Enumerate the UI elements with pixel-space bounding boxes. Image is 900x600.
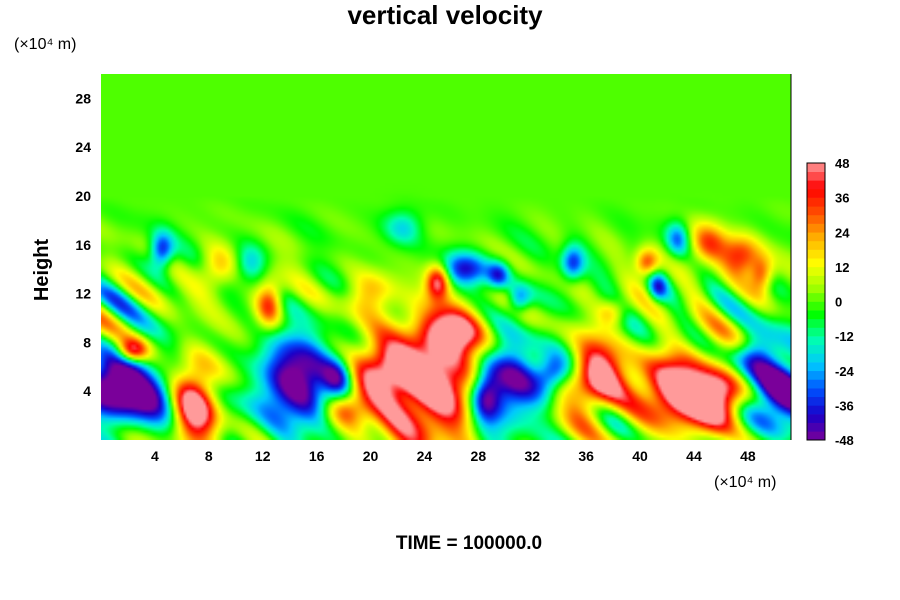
colorbar-band bbox=[807, 163, 825, 172]
colorbar-tick-label: -36 bbox=[835, 398, 854, 413]
colorbar-band bbox=[807, 266, 825, 276]
x-unit-label: (×10⁴ m) bbox=[714, 474, 776, 491]
colorbar-band bbox=[807, 318, 825, 328]
x-tick-label: 36 bbox=[578, 448, 594, 464]
y-axis-ticks: 4 8 12 16 20 24 28 bbox=[75, 90, 91, 399]
chart-title: vertical velocity bbox=[347, 0, 543, 30]
colorbar-band bbox=[807, 353, 825, 363]
colorbar-tick-label: 36 bbox=[835, 191, 849, 206]
colorbar-band bbox=[807, 327, 825, 337]
colorbar-band bbox=[807, 249, 825, 259]
colorbar-band bbox=[807, 301, 825, 311]
colorbar-band bbox=[807, 379, 825, 389]
heatmap-field bbox=[101, 74, 791, 440]
y-tick-label: 20 bbox=[75, 188, 91, 204]
colorbar-tick-label: 48 bbox=[835, 156, 849, 171]
y-tick-label: 16 bbox=[75, 237, 91, 253]
x-tick-label: 28 bbox=[471, 448, 487, 464]
colorbar-band bbox=[807, 370, 825, 380]
colorbar-tick-label: 24 bbox=[835, 225, 850, 240]
colorbar-band bbox=[807, 197, 825, 207]
colorbar-frame bbox=[806, 162, 826, 441]
colorbar-band bbox=[807, 258, 825, 268]
colorbar-band bbox=[807, 396, 825, 406]
y-tick-label: 24 bbox=[75, 139, 91, 155]
x-tick-label: 48 bbox=[740, 448, 756, 464]
x-tick-label: 20 bbox=[363, 448, 379, 464]
colorbar-band bbox=[807, 422, 825, 432]
y-unit-label: (×10⁴ m) bbox=[14, 36, 76, 53]
colorbar-band bbox=[807, 232, 825, 242]
y-tick-label: 8 bbox=[83, 334, 91, 350]
colorbar-band bbox=[807, 336, 825, 346]
y-tick-label: 4 bbox=[83, 383, 91, 399]
colorbar-band bbox=[807, 431, 825, 441]
colorbar-tick-label: -24 bbox=[835, 364, 855, 379]
colorbar-band bbox=[807, 214, 825, 224]
colorbar-band bbox=[807, 344, 825, 354]
colorbar-band bbox=[807, 362, 825, 372]
y-tick-label: 28 bbox=[75, 90, 91, 106]
plot-area bbox=[101, 74, 792, 440]
y-axis-label: Height bbox=[31, 239, 53, 302]
y-tick-label: 12 bbox=[75, 286, 91, 302]
x-tick-label: 40 bbox=[632, 448, 648, 464]
x-tick-label: 8 bbox=[205, 448, 213, 464]
colorbar-band bbox=[807, 171, 825, 181]
colorbar-band bbox=[807, 310, 825, 320]
colorbar-band bbox=[807, 240, 825, 250]
colorbar-band bbox=[807, 223, 825, 233]
colorbar-band bbox=[807, 206, 825, 216]
colorbar-band bbox=[807, 275, 825, 285]
x-tick-label: 4 bbox=[151, 448, 159, 464]
time-label: TIME = 100000.0 bbox=[396, 533, 542, 554]
colorbar-tick-label: 0 bbox=[835, 295, 842, 310]
colorbar: 48 36 24 12 0 -12 -24 -36 -48 bbox=[806, 156, 855, 448]
x-tick-label: 24 bbox=[417, 448, 433, 464]
colorbar-ticks: 48 36 24 12 0 -12 -24 -36 -48 bbox=[835, 156, 855, 448]
colorbar-band bbox=[807, 180, 825, 190]
x-tick-label: 44 bbox=[686, 448, 702, 464]
colorbar-tick-label: 12 bbox=[835, 260, 849, 275]
x-tick-label: 32 bbox=[524, 448, 540, 464]
x-tick-label: 12 bbox=[255, 448, 271, 464]
colorbar-band bbox=[807, 284, 825, 294]
colorbar-band bbox=[807, 188, 825, 198]
x-tick-label: 16 bbox=[309, 448, 325, 464]
colorbar-tick-label: -48 bbox=[835, 433, 854, 448]
colorbar-band bbox=[807, 414, 825, 423]
colorbar-band bbox=[807, 292, 825, 302]
colorbar-tick-label: -12 bbox=[835, 329, 854, 344]
colorbar-band bbox=[807, 388, 825, 398]
colorbar-band bbox=[807, 405, 825, 415]
colorbar-bands bbox=[807, 163, 825, 441]
x-axis-ticks: 4 8 12 16 20 24 28 32 36 40 44 48 bbox=[151, 448, 756, 464]
